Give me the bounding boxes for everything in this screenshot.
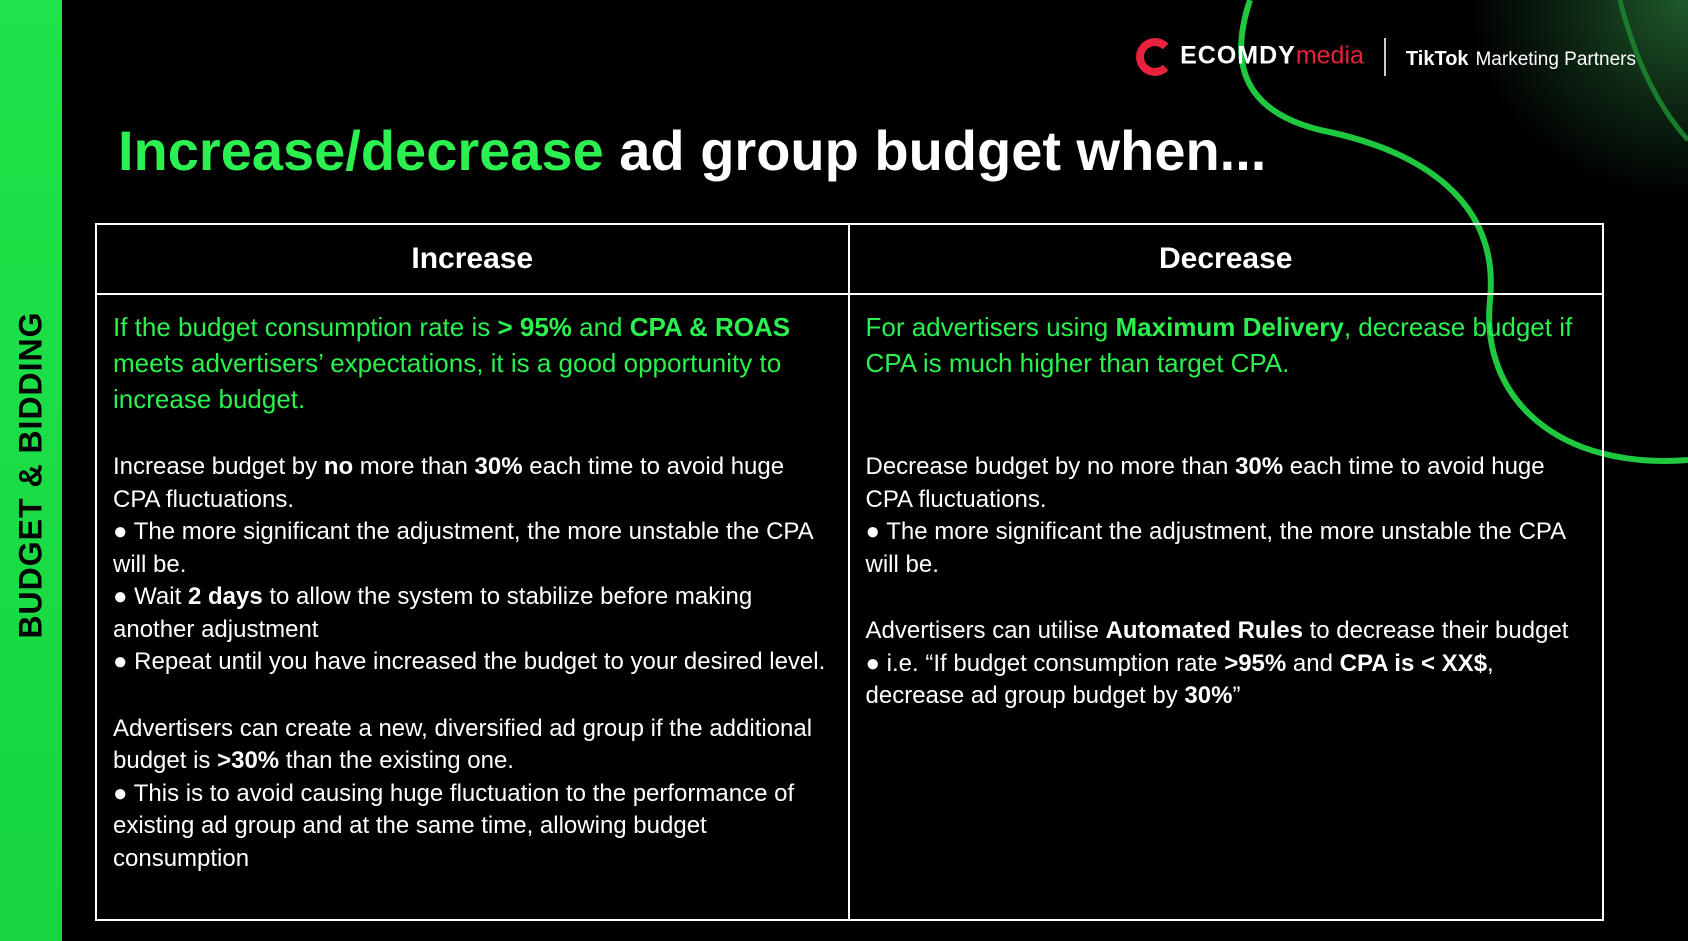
ecomdy-logo: ECOMDYmedia xyxy=(1136,38,1364,76)
title: Increase/decrease ad group budget when..… xyxy=(118,118,1266,183)
table: Increase Decrease If the budget consumptio… xyxy=(95,223,1604,921)
partner-suffix: Marketing Partners xyxy=(1475,48,1636,70)
text-line: For advertisers using Maximum Delivery, … xyxy=(866,309,1589,381)
bold-text: 30% xyxy=(1235,453,1284,480)
text-run: If the budget consumption rate is xyxy=(113,312,498,342)
text-line: Advertisers can utilise Automated Rules … xyxy=(866,615,1589,648)
text-run: , decrease ad group budget by xyxy=(865,649,1494,710)
text-run: ● Wait xyxy=(113,583,188,610)
curve xyxy=(1238,0,1688,464)
partner-name: TikTok xyxy=(1405,47,1469,70)
text-line: ● Repeat until you have increased the bu… xyxy=(113,646,834,679)
bold-text: 30% xyxy=(1184,682,1233,709)
paragraph: If the budget consumption rate is > 95% … xyxy=(113,309,834,417)
paragraph: For advertisers using Maximum Delivery, … xyxy=(866,309,1589,381)
text-run: ● The more significant the adjustment, t… xyxy=(113,518,813,578)
text-run: ● i.e. “If budget consumption rate xyxy=(865,649,1225,677)
bold-text: > 95% xyxy=(497,312,572,342)
text-run: ● Repeat until you have increased the bu… xyxy=(113,648,826,675)
text-line: Advertisers can create a new, diversifie… xyxy=(113,713,834,778)
bold-text: >95% xyxy=(1224,649,1287,677)
text-run: to decrease their budget xyxy=(1302,617,1569,644)
text-line: ● The more significant the adjustment, t… xyxy=(113,516,834,581)
text-run: than the existing one. xyxy=(279,747,514,774)
bold-text: >30% xyxy=(217,747,280,774)
text-run: , decrease budget if CPA is much higher … xyxy=(865,312,1573,378)
header-cell: Increase xyxy=(97,225,850,295)
text-run: Advertisers can utilise xyxy=(865,617,1106,644)
header-cell: Decrease xyxy=(849,225,1602,295)
text-run: to allow the system to stabilize before … xyxy=(113,583,753,643)
bold-text: CPA is < XX$ xyxy=(1339,649,1488,677)
paragraph: Decrease budget by no more than 30% each… xyxy=(866,451,1589,581)
bold-text: 2 days xyxy=(187,583,263,610)
text-run: Advertisers can create a new, diversifie… xyxy=(113,714,813,775)
text-line: Increase budget by no more than 30% each… xyxy=(113,451,834,516)
text-run: ● The more significant the adjustment, t… xyxy=(865,518,1565,578)
brand-bar: ECOMDYmedia TikTok Marketing Partners xyxy=(1136,38,1636,76)
text-run: Decrease budget by no more than xyxy=(865,453,1236,480)
text-run: each time to avoid huge CPA fluctuations… xyxy=(113,453,785,513)
bold-text: 30% xyxy=(474,453,523,480)
text-run: and xyxy=(1286,649,1340,677)
table-cell: For advertisers using Maximum Delivery, … xyxy=(850,295,1603,919)
paragraph: Increase budget by no more than 30% each… xyxy=(113,451,834,679)
text-run: ” xyxy=(1232,682,1241,709)
text-run: each time to avoid huge CPA fluctuations… xyxy=(865,453,1545,513)
curve xyxy=(1617,0,1688,142)
text-line: ● Wait 2 days to allow the system to sta… xyxy=(113,581,834,646)
brand-name: ECOMDY xyxy=(1180,41,1296,70)
text-run: For advertisers using xyxy=(865,312,1116,342)
text-run: meets advertisers’ expectations, it is a… xyxy=(113,348,782,414)
divider xyxy=(1383,38,1386,76)
bold-text: Automated Rules xyxy=(1105,617,1303,644)
text-run: more than xyxy=(353,453,475,480)
paragraph: Advertisers can utilise Automated Rules … xyxy=(866,615,1589,713)
text-line: ● This is to avoid causing huge fluctuat… xyxy=(113,778,834,876)
bold-text: Maximum Delivery xyxy=(1115,312,1344,342)
text-line: If the budget consumption rate is > 95% … xyxy=(113,309,834,417)
table-cell: If the budget consumption rate is > 95% … xyxy=(97,295,850,919)
sidebar: BUDGET & BIDDING xyxy=(0,0,62,941)
bold-text: CPA & ROAS xyxy=(629,312,791,342)
title-highlight: Increase/decrease xyxy=(118,119,604,182)
text-line: Decrease budget by no more than 30% each… xyxy=(866,451,1589,516)
logo-icon xyxy=(1136,38,1175,76)
bold-text: no xyxy=(323,453,354,480)
text-line: ● i.e. “If budget consumption rate >95% … xyxy=(866,648,1589,713)
text-line: ● The more significant the adjustment, t… xyxy=(866,516,1589,581)
partner-logo: TikTok Marketing Partners xyxy=(1406,43,1636,72)
text-run: Increase budget by xyxy=(113,453,324,480)
title-rest: ad group budget when... xyxy=(619,119,1267,182)
text-run: ● This is to avoid causing huge fluctuat… xyxy=(113,779,795,872)
text-run: and xyxy=(571,312,630,342)
paragraph: Advertisers can create a new, diversifie… xyxy=(113,713,834,876)
brand-suffix: media xyxy=(1295,41,1364,70)
